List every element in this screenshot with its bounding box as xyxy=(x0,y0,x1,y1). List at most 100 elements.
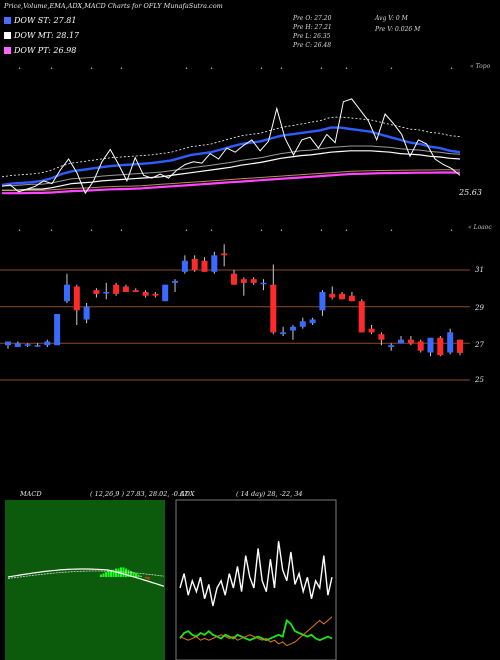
lower-date-tick: • xyxy=(18,228,21,234)
candle-body xyxy=(417,341,424,351)
macd-bar xyxy=(130,571,132,577)
macd-bar xyxy=(145,577,147,579)
candle-body xyxy=(309,319,316,324)
candle-body xyxy=(221,253,228,256)
macd-bar xyxy=(120,567,122,577)
legend-dow-mt: DOW MT: 28.17 xyxy=(4,31,79,40)
candle-body xyxy=(260,282,267,285)
macd-label: MACD xyxy=(20,490,42,498)
legend-label: DOW ST: 27.81 xyxy=(14,16,77,25)
candle-body xyxy=(103,292,110,294)
macd-bar xyxy=(110,569,112,577)
candle-body xyxy=(339,293,346,300)
ema-long-line xyxy=(2,171,461,195)
upper-date-tick: • xyxy=(260,66,263,72)
lower-panel-label: « Loaoc xyxy=(468,224,492,231)
candle-body xyxy=(437,337,444,356)
ytick-25: 25 xyxy=(475,376,484,384)
adx-line xyxy=(179,541,333,607)
macd-panel-bg xyxy=(5,500,165,660)
page-title: Price,Volume,EMA,ADX,MACD Charts for OFL… xyxy=(4,2,223,10)
ema-band-upper xyxy=(2,145,461,187)
lower-date-tick: • xyxy=(390,228,393,234)
candle-body xyxy=(211,255,218,272)
avg-volume: Avg V: 0 M xyxy=(375,15,408,22)
candle-body xyxy=(181,260,188,272)
candle-body xyxy=(329,293,336,298)
adx-minus-di-line xyxy=(179,616,333,647)
upper-date-tick: • xyxy=(390,66,393,72)
candle-body xyxy=(122,286,129,292)
macd-bar xyxy=(115,568,117,577)
candle-body xyxy=(113,284,120,294)
macd-bar xyxy=(102,573,105,577)
candle-body xyxy=(201,260,208,272)
candle-body xyxy=(378,334,385,340)
macd-bar xyxy=(107,571,110,577)
macd-bar xyxy=(100,574,102,577)
candle-body xyxy=(24,344,31,346)
candle-body xyxy=(290,326,296,331)
ema-short-line xyxy=(1,126,461,187)
macd-bar xyxy=(125,568,127,577)
ohlc-low: Pre L: 26.35 xyxy=(293,33,331,40)
legend-swatch xyxy=(4,32,11,39)
ema-brown-line xyxy=(2,169,461,191)
upper-date-tick: • xyxy=(120,66,123,72)
candle-body xyxy=(5,341,11,346)
candle-body xyxy=(73,286,80,311)
candle-body xyxy=(240,279,247,283)
macd-line xyxy=(7,568,165,587)
candle-body xyxy=(388,345,395,347)
candle-body xyxy=(250,279,257,283)
candle-body xyxy=(457,339,463,353)
candle-body xyxy=(44,341,51,346)
ohlc-open: Pre O: 27.20 xyxy=(293,15,332,22)
macd-bar xyxy=(105,572,107,577)
macd-bar xyxy=(147,577,150,580)
candle-body xyxy=(54,314,61,346)
candle-body xyxy=(83,306,90,320)
candle-body xyxy=(447,332,454,353)
candle-body xyxy=(64,284,70,302)
candle-body xyxy=(348,295,355,302)
lower-date-tick: • xyxy=(185,228,188,234)
candle-body xyxy=(162,284,169,302)
ytick-29: 29 xyxy=(475,304,484,312)
macd-bar xyxy=(132,572,135,577)
macd-bar xyxy=(135,573,137,577)
lower-date-tick: • xyxy=(50,228,53,234)
ytick-31: 31 xyxy=(475,266,484,274)
upper-date-tick: • xyxy=(185,66,188,72)
ohlc-high: Pre H: 27.21 xyxy=(293,24,332,31)
ema-dashed-line xyxy=(1,116,461,178)
candle-body xyxy=(93,290,100,294)
candle-body xyxy=(172,281,178,283)
candle-body xyxy=(398,339,404,344)
ohlc-close: Pre C: 26.48 xyxy=(293,42,332,49)
macd-bar xyxy=(137,574,140,577)
lower-date-tick: • xyxy=(320,228,323,234)
macd-bar xyxy=(140,575,142,577)
upper-date-tick: • xyxy=(320,66,323,72)
candle-body xyxy=(358,301,365,333)
candle-body xyxy=(319,292,326,311)
macd-params: ( 12,26,9 ) 27.83, 28.02, -0.67 xyxy=(90,490,189,498)
upper-date-tick: • xyxy=(210,66,213,72)
upper-date-tick: • xyxy=(345,66,348,72)
candle-body xyxy=(368,328,375,333)
candle-body xyxy=(14,343,21,347)
upper-date-tick: • xyxy=(450,66,453,72)
price-line xyxy=(1,98,461,195)
adx-label: ADX xyxy=(180,490,195,498)
candle-body xyxy=(407,339,414,344)
ema-last-value: 25.63 xyxy=(459,188,482,197)
upper-date-tick: • xyxy=(280,66,283,72)
candle-body xyxy=(299,321,306,327)
upper-date-tick: • xyxy=(90,66,93,72)
candle-body xyxy=(231,273,237,285)
macd-bar xyxy=(127,569,130,577)
upper-date-tick: • xyxy=(50,66,53,72)
candle-body xyxy=(34,345,41,347)
